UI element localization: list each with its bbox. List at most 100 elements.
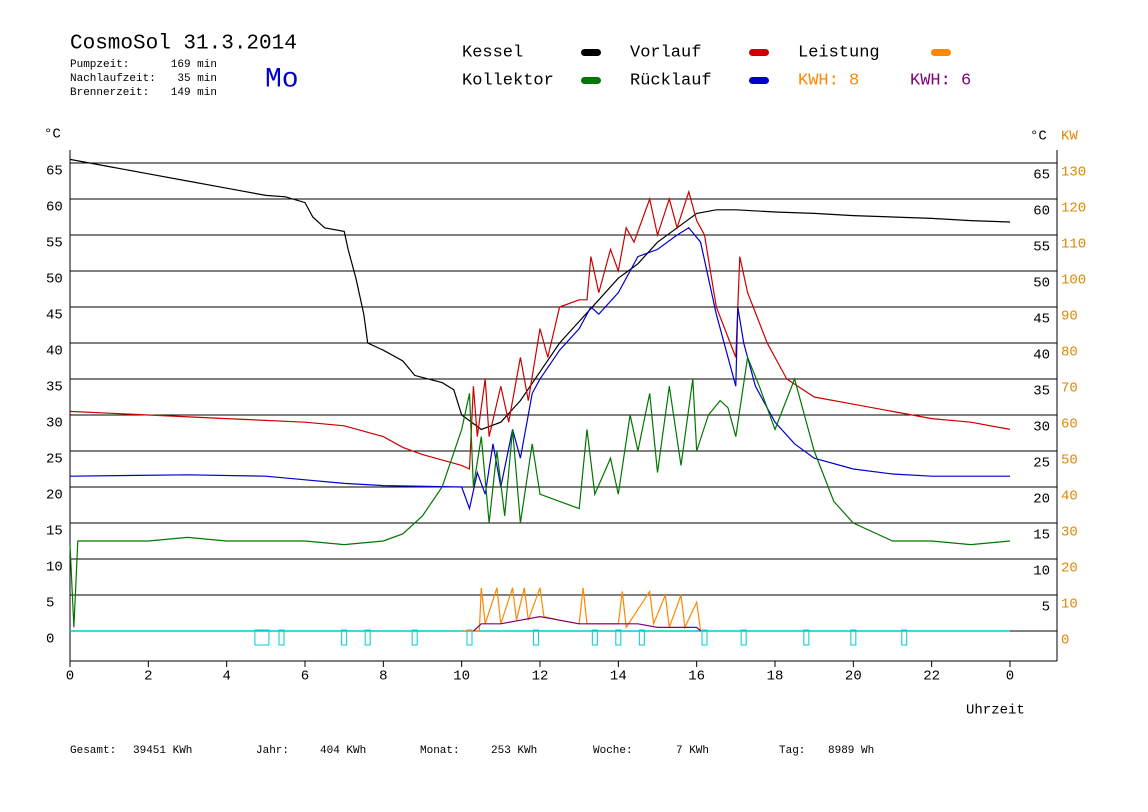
stat-label: Nachlaufzeit: bbox=[70, 73, 156, 85]
x-tick-label: 0 bbox=[66, 669, 74, 685]
burner-marker bbox=[533, 629, 540, 646]
series-line bbox=[69, 158, 1011, 431]
legend-label: Kollektor bbox=[462, 71, 554, 90]
y-tick-label: 10 bbox=[46, 560, 63, 576]
x-tick-label: 18 bbox=[767, 669, 784, 685]
y-right-tick-label: 20 bbox=[1033, 492, 1050, 508]
y-right-tick-label: 30 bbox=[1033, 420, 1050, 436]
legend-label: Leistung bbox=[798, 43, 880, 62]
burner-marker bbox=[615, 629, 622, 646]
series-line bbox=[69, 355, 1011, 628]
burner-marker bbox=[638, 629, 645, 646]
x-tick-label: 16 bbox=[688, 669, 705, 685]
x-tick-label: 14 bbox=[610, 669, 627, 685]
y2-tick-label: 110 bbox=[1061, 237, 1086, 253]
y2-tick-label: 90 bbox=[1061, 309, 1078, 325]
stat-label: Brennerzeit: bbox=[70, 87, 149, 99]
footer-value: 39451 KWh bbox=[133, 745, 192, 757]
footer-value: 404 KWh bbox=[320, 745, 366, 757]
y2-tick-label: 60 bbox=[1061, 417, 1078, 433]
burner-marker bbox=[850, 629, 857, 646]
burner-marker bbox=[254, 629, 270, 646]
y-right-tick-label: 40 bbox=[1033, 348, 1050, 364]
x-tick-label: 6 bbox=[301, 669, 309, 685]
y2-tick-label: 120 bbox=[1061, 201, 1086, 217]
stat-label: Pumpzeit: bbox=[70, 59, 129, 71]
x-tick-label: 0 bbox=[1006, 669, 1014, 685]
y2-tick-label: 130 bbox=[1061, 165, 1086, 181]
y-tick-label: 35 bbox=[46, 380, 63, 396]
y-right-tick-label: 25 bbox=[1033, 456, 1050, 472]
y-tick-label: 45 bbox=[46, 308, 63, 324]
legend-swatch bbox=[931, 49, 951, 56]
footer-label: Monat: bbox=[420, 745, 460, 757]
series-line bbox=[461, 587, 702, 632]
footer-label: Woche: bbox=[593, 745, 633, 757]
burner-marker bbox=[278, 629, 285, 646]
y2-tick-label: 70 bbox=[1061, 381, 1078, 397]
stat-value: 149 min bbox=[171, 87, 217, 99]
burner-marker bbox=[591, 629, 598, 646]
legend-label: Rücklauf bbox=[630, 71, 712, 90]
burner-marker bbox=[701, 629, 708, 646]
series-line bbox=[69, 227, 1010, 511]
y-right-tick-label: 10 bbox=[1033, 564, 1050, 580]
y2-tick-label: 20 bbox=[1061, 561, 1078, 577]
y-label: °C bbox=[44, 127, 61, 143]
footer-label: Tag: bbox=[779, 745, 805, 757]
footer-value: 7 KWh bbox=[676, 745, 709, 757]
burner-marker bbox=[466, 629, 473, 646]
legend-label: Kessel bbox=[462, 43, 523, 62]
series-line bbox=[69, 189, 1011, 470]
y-tick-label: 65 bbox=[46, 164, 63, 180]
y2-tick-label: 50 bbox=[1061, 453, 1078, 469]
legend-swatch bbox=[581, 49, 601, 56]
y-right-tick-label: 50 bbox=[1033, 276, 1050, 292]
y2-tick-label: 100 bbox=[1061, 273, 1086, 289]
y2-tick-label: 0 bbox=[1061, 633, 1069, 649]
footer-value: 8989 Wh bbox=[828, 745, 874, 757]
burner-marker bbox=[901, 629, 908, 646]
legend-kwh: KWH: 8 bbox=[798, 71, 859, 90]
x-tick-label: 4 bbox=[222, 669, 230, 685]
y-right-tick-label: 60 bbox=[1033, 204, 1050, 220]
y2-tick-label: 80 bbox=[1061, 345, 1078, 361]
y2-tick-label: 40 bbox=[1061, 489, 1078, 505]
burner-marker bbox=[341, 629, 348, 646]
x-tick-label: 2 bbox=[144, 669, 152, 685]
y-right-tick-label: 5 bbox=[1042, 600, 1050, 616]
legend-label: Vorlauf bbox=[630, 43, 701, 62]
burner-marker bbox=[411, 629, 418, 646]
y2-label: KW bbox=[1061, 129, 1078, 145]
x-tick-label: 12 bbox=[532, 669, 549, 685]
y-tick-label: 40 bbox=[46, 344, 63, 360]
y-tick-label: 30 bbox=[46, 416, 63, 432]
legend-swatch bbox=[581, 77, 601, 84]
y-right-tick-label: 15 bbox=[1033, 528, 1050, 544]
y-tick-label: 0 bbox=[46, 632, 54, 648]
day: Mo bbox=[265, 64, 299, 95]
burner-marker bbox=[364, 629, 371, 646]
y-right-tick-label: 65 bbox=[1033, 168, 1050, 184]
y-tick-label: 5 bbox=[46, 596, 54, 612]
x-tick-label: 22 bbox=[923, 669, 940, 685]
burner-marker bbox=[740, 629, 747, 646]
legend-swatch bbox=[749, 49, 769, 56]
y-tick-label: 25 bbox=[46, 452, 63, 468]
stat-value: 169 min bbox=[171, 59, 217, 71]
x-label: Uhrzeit bbox=[966, 703, 1025, 719]
legend-label: KWH: 6 bbox=[910, 71, 971, 90]
x-tick-label: 10 bbox=[453, 669, 470, 685]
footer-label: Jahr: bbox=[256, 745, 289, 757]
title: CosmoSol 31.3.2014 bbox=[70, 33, 297, 56]
y-right-tick-label: 45 bbox=[1033, 312, 1050, 328]
x-tick-label: 20 bbox=[845, 669, 862, 685]
stat-value: 35 min bbox=[177, 73, 217, 85]
y-tick-label: 55 bbox=[46, 236, 63, 252]
legend-swatch bbox=[749, 77, 769, 84]
footer-value: 253 KWh bbox=[491, 745, 537, 757]
series-line bbox=[472, 615, 702, 632]
burner-marker bbox=[803, 629, 810, 646]
y-right-label: °C bbox=[1030, 129, 1047, 145]
